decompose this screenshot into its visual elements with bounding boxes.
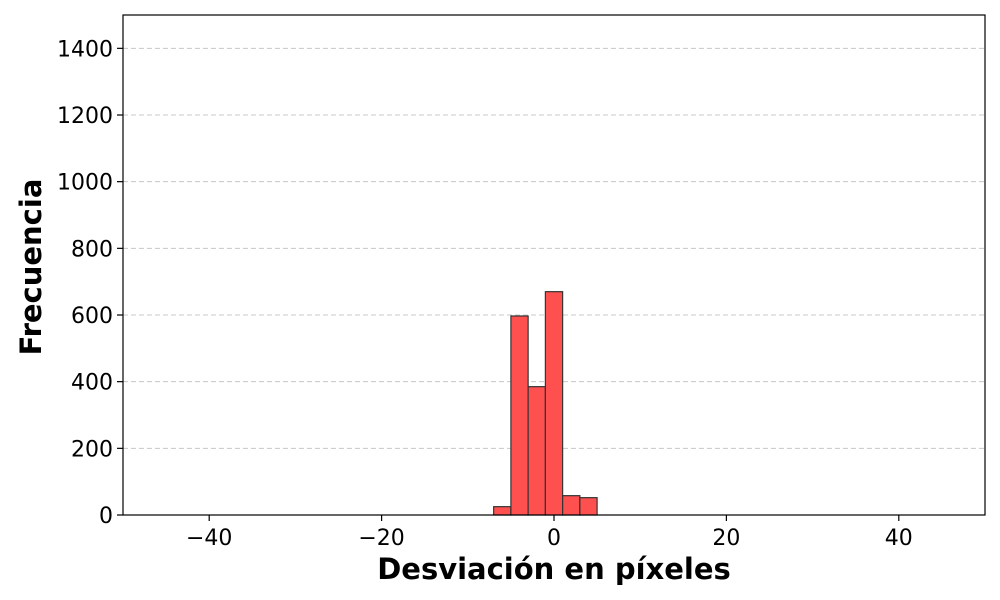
y-axis-title: Frecuencia [14, 179, 48, 356]
y-tick-label: 800 [71, 237, 113, 262]
x-tick-label: −40 [186, 526, 232, 551]
x-tick-label: 40 [885, 526, 913, 551]
x-tick-label: 20 [712, 526, 740, 551]
histogram-bar [562, 495, 581, 516]
histogram-bars [493, 291, 598, 516]
histogram-bar [493, 506, 512, 516]
x-axis-ticks: −40 −20 0 20 40 [186, 515, 913, 551]
x-tick-label: 0 [547, 526, 561, 551]
x-axis-title: Desviación en píxeles [377, 552, 731, 586]
y-axis-ticks: 0 200 400 600 800 1000 1200 1400 [57, 37, 123, 529]
histogram-bar [527, 386, 546, 516]
y-tick-label: 0 [99, 504, 113, 529]
y-tick-label: 600 [71, 304, 113, 329]
y-tick-label: 400 [71, 371, 113, 396]
histogram-bar [510, 315, 529, 516]
histogram-bar [579, 497, 598, 516]
histogram-bar [544, 291, 564, 516]
y-tick-label: 1000 [57, 171, 113, 196]
y-tick-label: 1400 [57, 37, 113, 62]
y-tick-label: 1200 [57, 104, 113, 129]
y-tick-label: 200 [71, 437, 113, 462]
x-tick-label: −20 [358, 526, 404, 551]
